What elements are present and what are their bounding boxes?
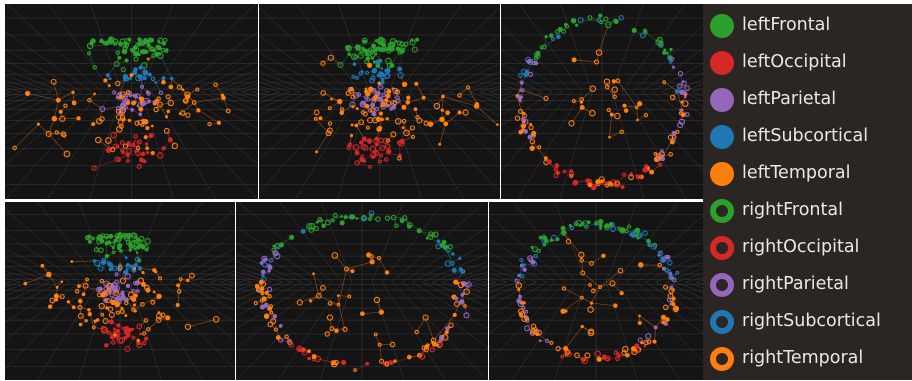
network-view-1 bbox=[5, 4, 258, 199]
legend-label: rightFrontal bbox=[742, 200, 843, 220]
region-legend: leftFrontal leftOccipital leftParietal left… bbox=[703, 4, 912, 380]
legend-item-right-frontal: rightFrontal bbox=[703, 194, 912, 228]
legend-marker-icon bbox=[710, 347, 734, 371]
network-view-6 bbox=[489, 202, 703, 380]
network-views-panel bbox=[5, 4, 703, 380]
legend-item-left-frontal: leftFrontal bbox=[703, 9, 912, 43]
legend-item-left-subcortical: leftSubcortical bbox=[703, 120, 912, 154]
network-view-3 bbox=[501, 4, 703, 199]
legend-label: rightTemporal bbox=[742, 348, 864, 368]
legend-item-right-temporal: rightTemporal bbox=[703, 342, 912, 376]
network-view-2 bbox=[259, 4, 500, 199]
legend-marker-icon bbox=[710, 199, 734, 223]
legend-item-left-occipital: leftOccipital bbox=[703, 46, 912, 80]
legend-label: leftSubcortical bbox=[742, 126, 869, 146]
legend-item-right-subcortical: rightSubcortical bbox=[703, 305, 912, 339]
legend-marker-icon bbox=[710, 162, 734, 186]
legend-item-right-parietal: rightParietal bbox=[703, 268, 912, 302]
legend-marker-icon bbox=[710, 14, 734, 38]
legend-marker-icon bbox=[710, 273, 734, 297]
legend-item-right-occipital: rightOccipital bbox=[703, 231, 912, 265]
legend-item-left-parietal: leftParietal bbox=[703, 83, 912, 117]
legend-item-left-temporal: leftTemporal bbox=[703, 157, 912, 191]
legend-label: leftParietal bbox=[742, 89, 837, 109]
legend-label: leftFrontal bbox=[742, 15, 831, 35]
legend-label: rightSubcortical bbox=[742, 311, 881, 331]
legend-label: rightParietal bbox=[742, 274, 849, 294]
legend-label: rightOccipital bbox=[742, 237, 860, 257]
legend-label: leftOccipital bbox=[742, 52, 847, 72]
legend-marker-icon bbox=[710, 88, 734, 112]
network-view-5 bbox=[236, 202, 488, 380]
legend-marker-icon bbox=[710, 125, 734, 149]
network-view-4 bbox=[5, 202, 235, 380]
legend-marker-icon bbox=[710, 310, 734, 334]
legend-marker-icon bbox=[710, 51, 734, 75]
legend-label: leftTemporal bbox=[742, 163, 851, 183]
legend-marker-icon bbox=[710, 236, 734, 260]
